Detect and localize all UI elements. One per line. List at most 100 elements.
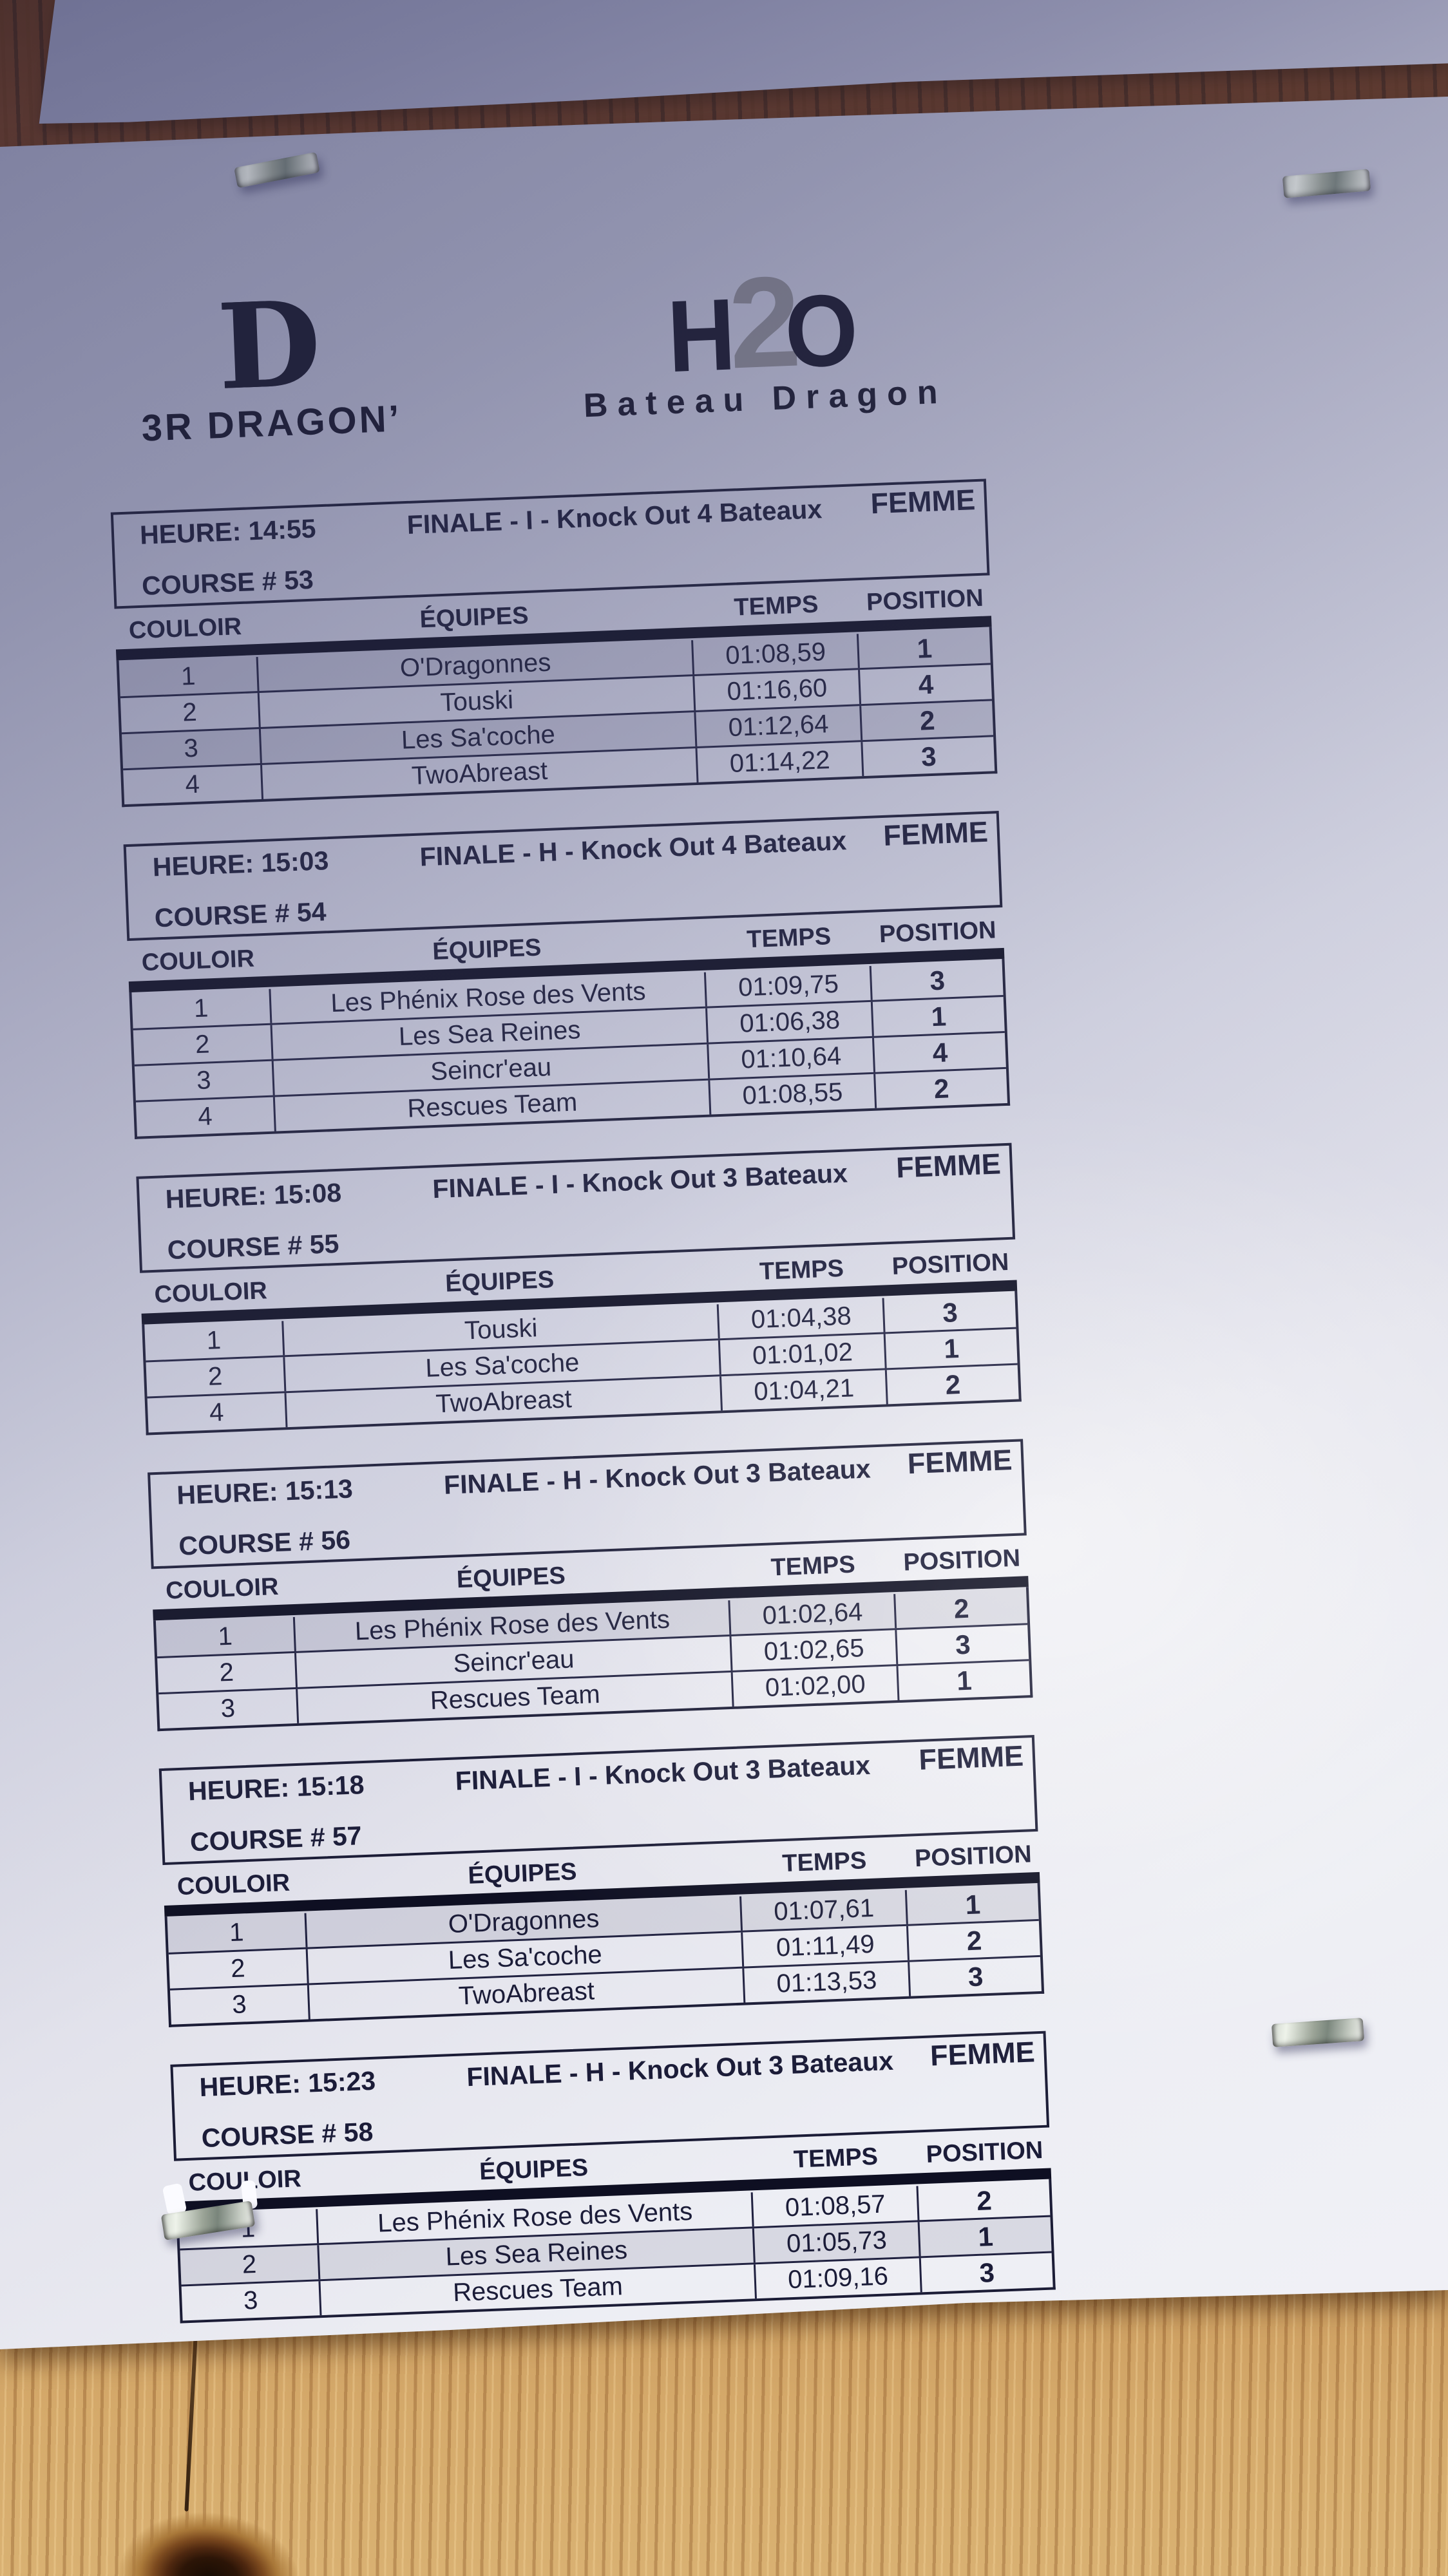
cell-couloir: 1 (156, 1617, 297, 1657)
race-category: FEMME (870, 483, 976, 520)
race-category: FEMME (895, 1147, 1002, 1184)
col-position: POSITION (891, 1249, 1010, 1281)
cell-couloir: 3 (181, 2281, 322, 2321)
cell-couloir: 2 (146, 1357, 287, 1397)
race-course: COURSE # 57 (189, 1821, 362, 1858)
cell-couloir: 3 (158, 1689, 300, 1729)
cell-position: 3 (978, 2257, 995, 2288)
col-temps: TEMPS (793, 2143, 879, 2174)
race-course: COURSE # 53 (141, 565, 314, 601)
col-position: POSITION (902, 1545, 1021, 1577)
heure-label: HEURE: (198, 2069, 309, 2103)
h2o-logo: H 2 O Bateau Dragon (578, 249, 948, 426)
cell-couloir: 4 (147, 1393, 288, 1433)
race-table: HEURE: 15:18 FINALE - I - Knock Out 3 Ba… (158, 1735, 1045, 2028)
col-temps: TEMPS (759, 1255, 844, 1286)
heure-value: 15:08 (273, 1178, 342, 1211)
cell-couloir: 1 (119, 657, 260, 697)
cell-temps: 01:08,57 (752, 2186, 920, 2227)
cell-couloir: 3 (169, 1985, 311, 2025)
cell-position: 3 (967, 1961, 984, 1993)
heure-value: 14:55 (247, 513, 317, 546)
3r-dragon-logo: D 3R DRAGON’ (115, 274, 424, 451)
cell-temps: 01:10,64 (709, 1038, 876, 1079)
race-header-line: HEURE: 15:18 FINALE - I - Knock Out 3 Ba… (187, 1739, 1024, 1807)
cell-temps: 01:02,00 (732, 1666, 900, 1707)
col-couloir: COULOIR (176, 1869, 291, 1901)
race-tables: HEURE: 14:55 FINALE - I - Knock Out 4 Ba… (0, 462, 1448, 2328)
cell-couloir: 3 (122, 729, 263, 769)
course-label: COURSE # (154, 898, 298, 933)
cell-couloir: 2 (133, 1025, 274, 1065)
cell-position: 1 (964, 1889, 981, 1920)
race-header-line: HEURE: 15:13 FINALE - H - Knock Out 3 Ba… (176, 1443, 1013, 1511)
cell-position: 2 (944, 1368, 961, 1400)
course-number: 56 (320, 1524, 351, 1556)
race-title: FINALE - I - Knock Out 4 Bateaux (406, 494, 823, 540)
course-label: COURSE # (189, 1822, 333, 1857)
race-title: FINALE - H - Knock Out 3 Bateaux (466, 2046, 894, 2092)
col-position: POSITION (914, 1841, 1033, 1873)
race-title: FINALE - I - Knock Out 3 Bateaux (432, 1158, 848, 1204)
cell-position: 4 (931, 1037, 949, 1068)
race-table: HEURE: 15:23 FINALE - H - Knock Out 3 Ba… (170, 2031, 1056, 2324)
course-label: COURSE # (166, 1230, 310, 1265)
race-title: FINALE - H - Knock Out 4 Bateaux (419, 826, 848, 873)
cell-position: 3 (929, 965, 946, 996)
printed-content: D 3R DRAGON’ H 2 O Bateau Dragon HEURE: … (0, 247, 1448, 2328)
race-course: COURSE # 55 (167, 1229, 339, 1265)
cell-position: 3 (942, 1297, 958, 1328)
cell-temps: 01:06,38 (707, 1002, 875, 1043)
cell-temps: 01:02,65 (731, 1630, 899, 1671)
course-number: 55 (309, 1229, 340, 1260)
race-category: FEMME (929, 2035, 1036, 2072)
cell-temps: 01:12,64 (696, 706, 863, 747)
col-temps: TEMPS (781, 1847, 868, 1878)
col-equipes: ÉQUIPES (432, 934, 542, 966)
course-number: 54 (296, 896, 327, 928)
cell-couloir: 4 (135, 1097, 277, 1137)
col-position: POSITION (879, 916, 997, 949)
col-couloir: COULOIR (128, 613, 242, 645)
cell-position: 1 (930, 1001, 947, 1032)
race-course: COURSE # 54 (154, 897, 327, 934)
cell-position: 1 (956, 1665, 973, 1696)
cell-position: 4 (917, 668, 935, 700)
race-heure: HEURE: 15:18 (187, 1768, 411, 1807)
heure-value: 15:03 (260, 846, 330, 878)
logos-row: D 3R DRAGON’ H 2 O Bateau Dragon (0, 247, 1430, 457)
cell-temps: 01:16,60 (694, 670, 862, 711)
cell-position: 2 (976, 2185, 993, 2216)
cell-position: 2 (933, 1073, 950, 1104)
heure-value: 15:13 (285, 1473, 354, 1506)
race-header-line: HEURE: 14:55 FINALE - I - Knock Out 4 Ba… (139, 484, 976, 551)
cell-temps: 01:08,59 (693, 634, 861, 675)
course-number: 53 (283, 565, 314, 596)
cell-temps: 01:11,49 (743, 1926, 910, 1967)
cell-temps: 01:09,75 (706, 966, 873, 1007)
cell-temps: 01:02,64 (730, 1594, 897, 1635)
h2o-wordmark: H 2 O (578, 249, 946, 395)
col-couloir: COULOIR (165, 1573, 280, 1605)
race-heure: HEURE: 15:03 (152, 844, 376, 883)
3r-dragon-wordmark: 3R DRAGON’ (140, 397, 403, 450)
cell-temps: 01:09,16 (756, 2258, 923, 2299)
cell-temps: 01:04,21 (721, 1370, 889, 1411)
cell-couloir: 2 (168, 1949, 310, 1989)
cell-couloir: 1 (167, 1913, 308, 1953)
race-header-line: HEURE: 15:03 FINALE - H - Knock Out 4 Ba… (152, 815, 989, 883)
race-heure: HEURE: 15:13 (176, 1472, 400, 1511)
race-header-line: HEURE: 15:23 FINALE - H - Knock Out 3 Ba… (199, 2036, 1036, 2103)
race-category: FEMME (906, 1443, 1013, 1481)
course-label: COURSE # (141, 565, 285, 601)
cell-couloir: 1 (131, 989, 272, 1029)
race-heure: HEURE: 15:23 (199, 2064, 423, 2103)
race-category: FEMME (918, 1739, 1024, 1777)
cell-temps: 01:07,61 (741, 1890, 909, 1931)
course-label: COURSE # (178, 1526, 322, 1562)
cell-couloir: 3 (134, 1061, 276, 1101)
course-number: 57 (332, 1821, 363, 1852)
cell-couloir: 1 (144, 1321, 285, 1361)
